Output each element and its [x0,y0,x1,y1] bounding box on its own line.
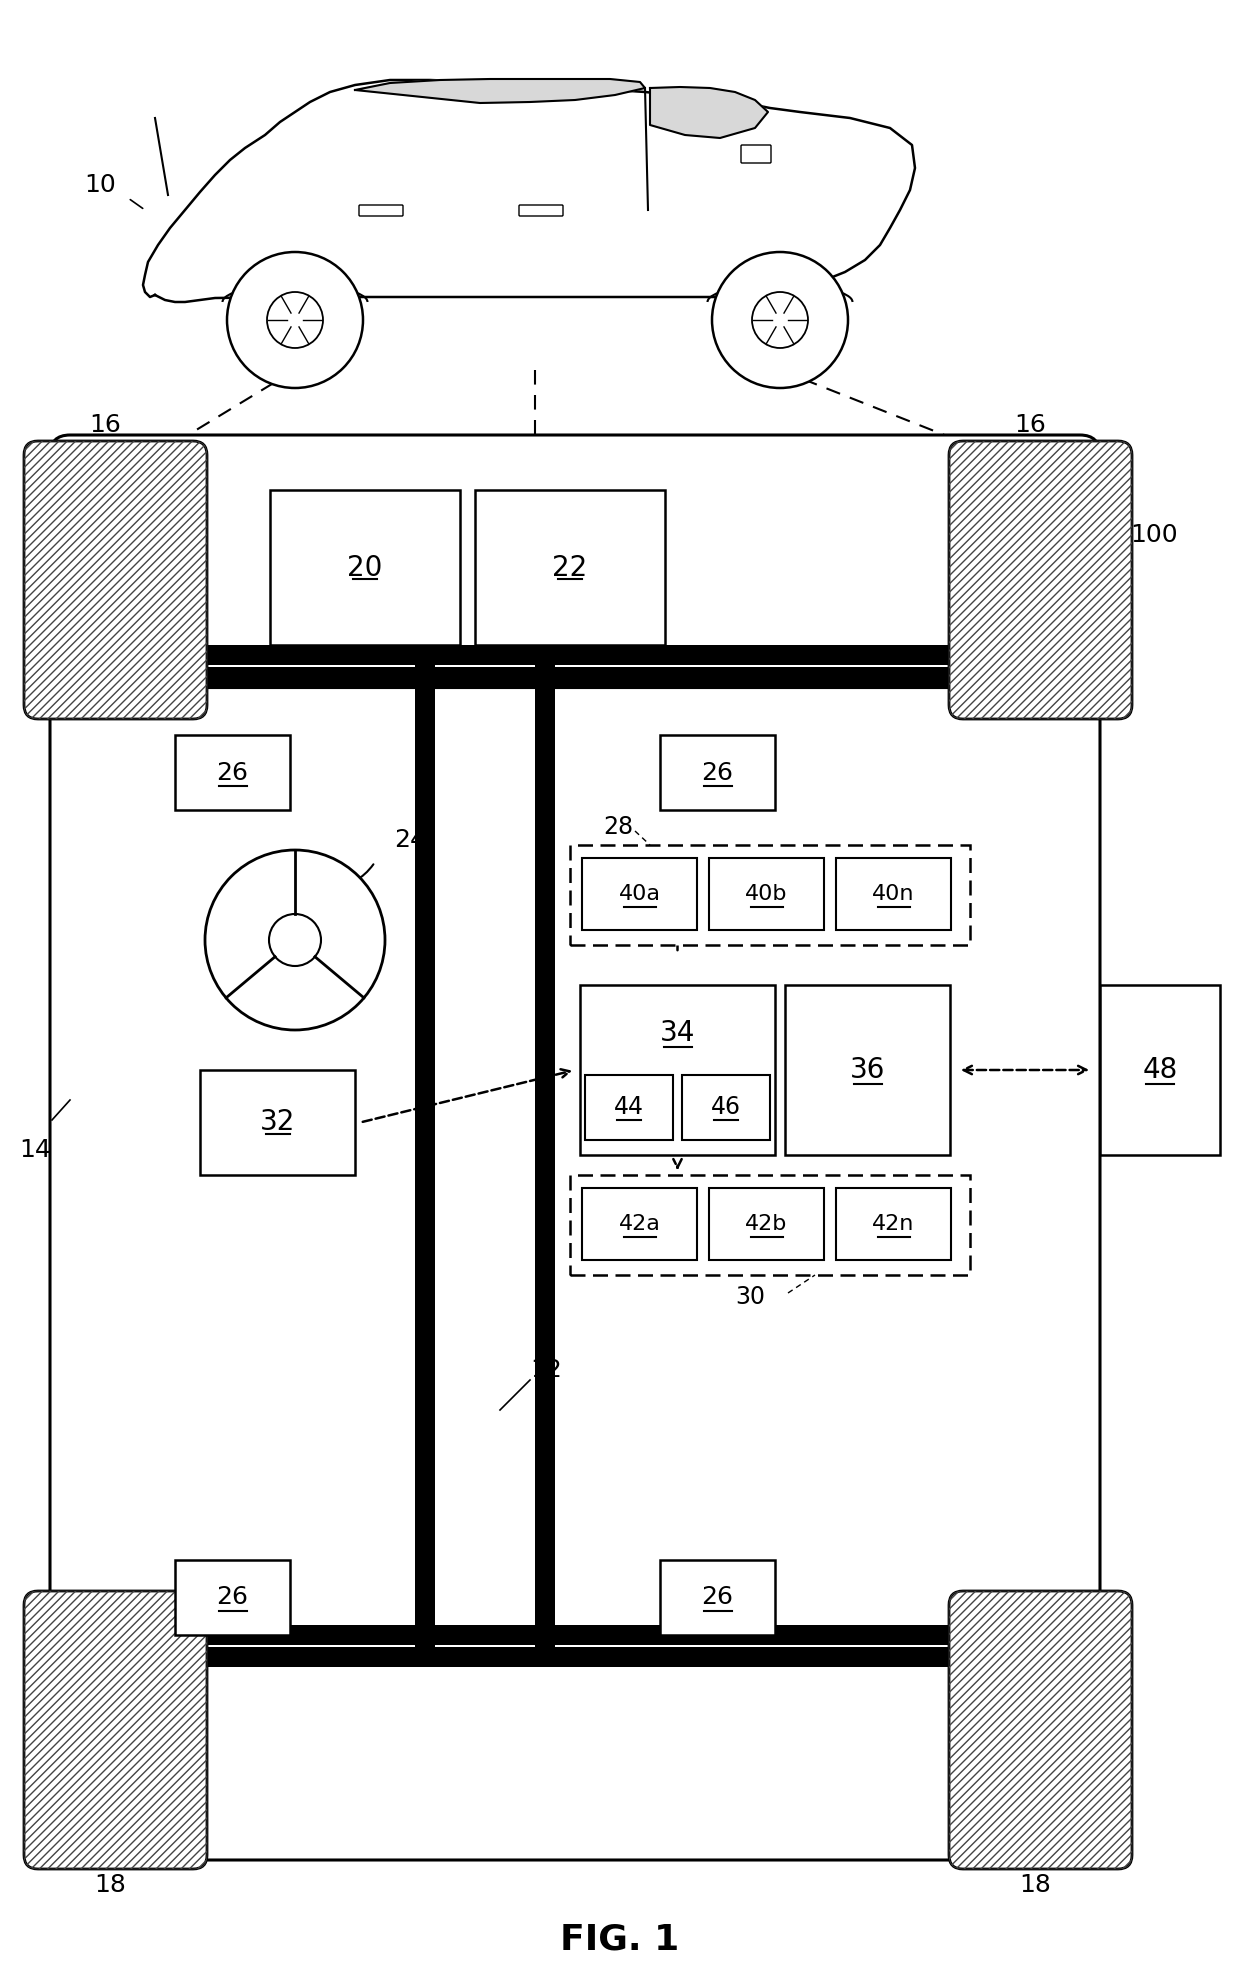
Circle shape [267,293,322,348]
Circle shape [227,251,363,388]
Bar [160,1625,985,1647]
Text: 32: 32 [260,1108,295,1136]
Text: 40n: 40n [872,885,915,904]
Bar [585,1075,673,1140]
Circle shape [712,251,848,388]
Text: 26: 26 [217,760,248,784]
Bar [570,845,970,946]
Text: 18: 18 [1019,1872,1052,1898]
Text: 18: 18 [94,1872,126,1898]
FancyBboxPatch shape [50,435,1100,1860]
Bar [160,665,985,687]
Bar [836,859,951,930]
Text: 34: 34 [660,1019,696,1047]
Text: 100: 100 [1130,522,1178,546]
Bar [660,1559,775,1635]
Bar [709,1187,825,1261]
Bar [580,986,775,1156]
Text: 16: 16 [1014,414,1045,437]
FancyBboxPatch shape [520,206,563,216]
Bar [200,1071,355,1176]
Text: 42a: 42a [619,1213,661,1235]
FancyBboxPatch shape [24,441,207,718]
Text: 10: 10 [84,172,115,198]
Text: 40a: 40a [619,885,661,904]
Text: FIG. 1: FIG. 1 [560,1924,680,1957]
Text: 14: 14 [19,1138,51,1162]
FancyBboxPatch shape [360,206,403,216]
Text: 28: 28 [603,815,634,839]
Bar [160,1645,985,1666]
Polygon shape [355,79,645,103]
Text: 42b: 42b [745,1213,787,1235]
Bar [1100,986,1220,1156]
Text: 48: 48 [1142,1057,1178,1084]
FancyBboxPatch shape [949,1591,1132,1868]
Bar [175,1559,290,1635]
Bar [160,645,985,667]
Bar [582,859,697,930]
Text: 26: 26 [217,1585,248,1609]
Text: 36: 36 [849,1057,885,1084]
Text: 40b: 40b [745,885,787,904]
Bar [415,643,435,1666]
Text: 30: 30 [735,1284,765,1308]
Bar [709,859,825,930]
Circle shape [205,851,384,1029]
Text: 46: 46 [711,1096,742,1120]
Circle shape [751,293,808,348]
Bar [682,1075,770,1140]
Bar [475,491,665,645]
Text: 44: 44 [614,1096,644,1120]
Bar [660,734,775,809]
FancyBboxPatch shape [742,144,771,162]
Text: 16: 16 [89,414,122,437]
Bar [270,491,460,645]
Circle shape [269,914,321,966]
Bar [836,1187,951,1261]
Polygon shape [650,87,768,139]
Bar [570,1176,970,1274]
Bar [582,1187,697,1261]
Bar [175,734,290,809]
FancyBboxPatch shape [24,1591,207,1868]
Bar [160,1625,985,1645]
Bar [534,643,556,1666]
Text: 22: 22 [552,554,588,582]
Polygon shape [143,79,915,303]
Bar [160,645,985,665]
Text: 26: 26 [702,1585,734,1609]
FancyBboxPatch shape [949,441,1132,718]
Text: 26: 26 [702,760,734,784]
Text: 12: 12 [529,1358,562,1381]
Text: 20: 20 [347,554,383,582]
Text: 24: 24 [394,827,427,853]
Text: 42n: 42n [872,1213,915,1235]
Bar [785,986,950,1156]
